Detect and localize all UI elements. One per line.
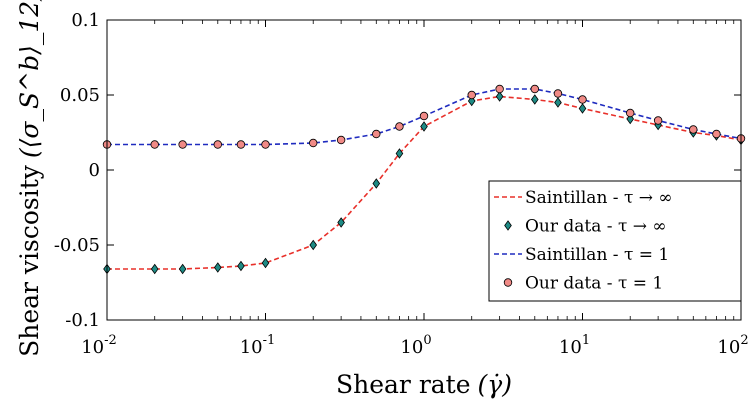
- data-point-circle: [213, 140, 222, 149]
- legend-swatch-circle: [503, 278, 513, 287]
- x-tick-exponent: -1: [263, 333, 276, 348]
- y-tick-label: 0.05: [60, 85, 100, 106]
- legend-entry-label: Saintillan - τ = 1: [525, 245, 669, 265]
- data-point-diamond: [578, 103, 587, 114]
- legend-entry-label: Saintillan - τ → ∞: [525, 188, 673, 208]
- x-tick-exponent: 2: [740, 333, 748, 348]
- data-point-diamond: [337, 217, 345, 228]
- data-point-circle: [712, 129, 721, 139]
- legend-entry-label: Our data - τ = 1: [525, 274, 663, 294]
- x-tick-base: 10: [717, 337, 740, 358]
- x-tick-label: 10-1: [240, 333, 276, 358]
- legend-swatch-diamond: [504, 220, 512, 231]
- legend-entry-label: Our data - τ → ∞: [525, 217, 667, 237]
- x-tick-exponent: 1: [582, 333, 590, 348]
- data-point-diamond: [495, 91, 504, 102]
- x-tick-base: 10: [559, 337, 582, 358]
- data-point-circle: [261, 140, 270, 149]
- data-point-circle: [495, 84, 504, 94]
- x-tick-exponent: -2: [104, 333, 117, 348]
- y-tick-label: 0: [89, 160, 100, 181]
- data-point-diamond: [237, 260, 245, 272]
- y-tick-label: -0.1: [65, 310, 100, 331]
- x-tick-label: 102: [717, 333, 748, 358]
- data-point-diamond: [554, 97, 562, 108]
- data-point-diamond: [626, 113, 635, 125]
- x-axis-label-symbol: (γ̇): [478, 370, 512, 399]
- legend-box: [488, 180, 742, 302]
- x-tick-label: 101: [559, 333, 590, 358]
- data-point-circle: [395, 122, 404, 131]
- legend: Saintillan - τ → ∞ Our data - τ → ∞ Sainti…: [488, 180, 742, 302]
- data-point-circle: [236, 140, 246, 149]
- x-tick-exponent: 0: [423, 333, 431, 348]
- data-point-diamond: [372, 178, 381, 189]
- x-tick-base: 10: [400, 337, 423, 358]
- data-point-circle: [336, 135, 346, 145]
- y-axis-label-text: Shear viscosity: [15, 164, 44, 357]
- x-tick-label: 10-2: [81, 333, 117, 358]
- data-point-circle: [530, 84, 539, 94]
- data-point-circle: [178, 140, 187, 149]
- data-point-circle: [626, 108, 635, 118]
- data-point-diamond: [395, 148, 404, 159]
- data-point-circle: [372, 129, 381, 139]
- y-tick-label: 0.1: [71, 10, 100, 31]
- data-point-circle: [689, 125, 698, 134]
- data-point-diamond: [150, 263, 159, 275]
- x-axis-label: Shear rate (γ̇): [336, 370, 512, 399]
- data-point-circle: [309, 138, 318, 148]
- data-point-diamond: [420, 121, 428, 132]
- x-tick-base: 10: [240, 337, 263, 358]
- data-point-diamond: [467, 95, 476, 107]
- data-point-diamond: [530, 94, 539, 105]
- data-point-circle: [467, 90, 476, 100]
- data-point-diamond: [213, 262, 222, 273]
- y-axis-label: Shear viscosity (⟨σ_S^b⟩_12): [15, 0, 44, 357]
- data-point-diamond: [309, 239, 318, 251]
- data-point-circle: [578, 95, 587, 104]
- data-point-diamond: [178, 263, 187, 275]
- data-point-circle: [419, 111, 429, 121]
- y-tick-label: -0.05: [54, 235, 100, 256]
- data-point-diamond: [261, 257, 270, 269]
- x-tick-base: 10: [81, 337, 104, 358]
- data-point-circle: [653, 116, 663, 125]
- x-axis-label-text: Shear rate: [336, 370, 471, 399]
- data-point-circle: [553, 89, 563, 98]
- data-point-circle: [150, 140, 159, 149]
- y-axis-label-symbol: (⟨σ_S^b⟩_12): [15, 0, 44, 158]
- x-tick-label: 100: [400, 333, 431, 358]
